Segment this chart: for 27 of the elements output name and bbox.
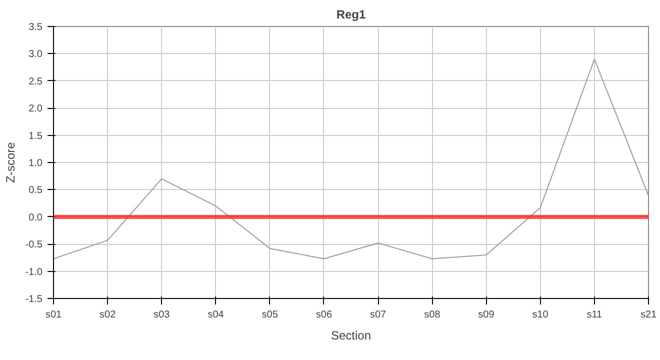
- x-tick-label: s04: [208, 310, 224, 320]
- y-tick-label: 1.5: [28, 130, 43, 142]
- y-axis-title: Z-score: [3, 142, 18, 183]
- x-tick-label: s02: [100, 310, 116, 320]
- x-tick-label: s09: [478, 310, 495, 320]
- x-tick-label: s21: [640, 310, 657, 320]
- y-tick-label: -1.5: [25, 294, 43, 305]
- chart-title: Reg1: [336, 8, 366, 22]
- x-tick-label: s06: [316, 310, 332, 320]
- x-tick-label: s10: [532, 310, 549, 320]
- x-tick-label: s05: [262, 310, 278, 320]
- y-tick-label: 1.0: [28, 158, 43, 169]
- y-tick-label: -0.5: [25, 240, 43, 251]
- y-tick-label: 0.5: [28, 185, 43, 196]
- x-tick-label: s08: [424, 310, 441, 320]
- x-axis-title: Section: [330, 328, 372, 342]
- y-tick-label: 3.0: [28, 49, 43, 60]
- x-tick-label: s11: [586, 310, 603, 320]
- x-tick-label: s07: [370, 310, 387, 320]
- y-tick-label: 2.5: [28, 76, 43, 88]
- x-tick-label: s01: [45, 310, 62, 320]
- x-tick-label: s03: [154, 310, 170, 320]
- line-series: [54, 58, 648, 260]
- y-tick-label: 3.5: [28, 22, 43, 33]
- y-tick-label: 2.0: [28, 104, 43, 115]
- y-tick-label: -1.0: [25, 266, 43, 278]
- y-tick-label: 0.0: [28, 212, 43, 224]
